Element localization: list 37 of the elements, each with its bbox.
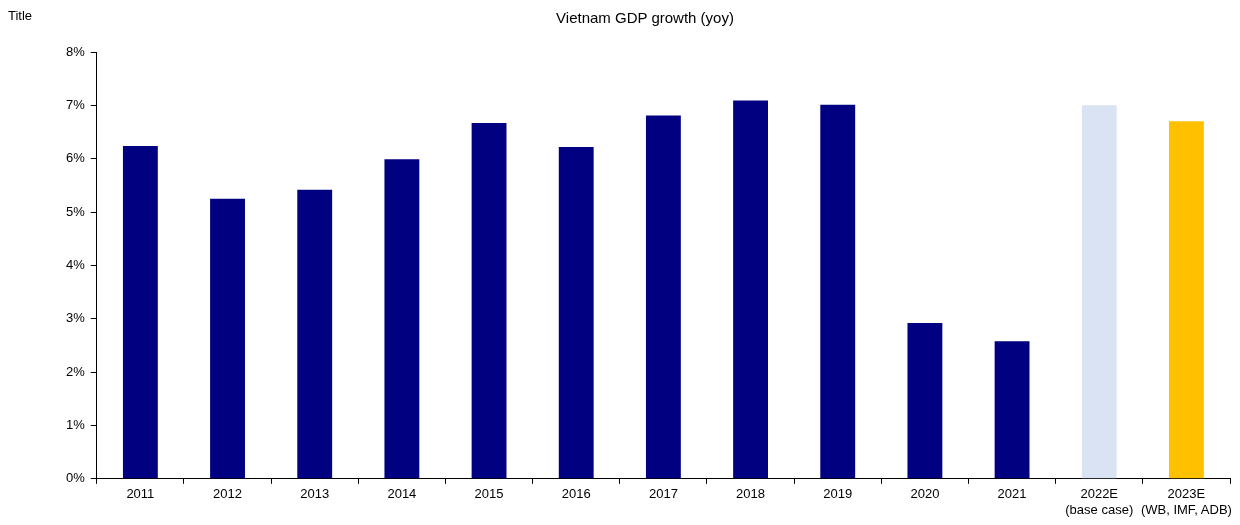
bar — [471, 122, 507, 479]
bar — [558, 146, 594, 479]
x-tick-label: 2020 — [910, 486, 940, 502]
bar — [122, 145, 158, 479]
bar — [297, 189, 333, 479]
bar — [820, 104, 856, 479]
x-tick-label: 2014 — [387, 486, 417, 502]
x-tick-label: 2012 — [213, 486, 243, 502]
x-tick-label: 2016 — [561, 486, 591, 502]
y-tick-label: 8% — [65, 43, 86, 59]
bar — [1081, 105, 1117, 479]
chart-title: Vietnam GDP growth (yoy) — [556, 9, 734, 27]
bar — [733, 100, 768, 479]
y-tick-label: 3% — [65, 310, 86, 326]
x-tick-label: 2015 — [474, 486, 504, 502]
x-tick-label: 2011 — [126, 486, 155, 502]
x-tick-label: 2021 — [997, 486, 1027, 502]
x-tick-label: 2019 — [823, 486, 853, 502]
bar — [1168, 121, 1204, 479]
text: Title — [8, 8, 33, 24]
x-tick-label: 2017 — [648, 486, 678, 502]
bar — [384, 159, 420, 479]
bar — [994, 341, 1030, 479]
y-tick-label: 4% — [65, 256, 86, 272]
bar — [210, 198, 245, 479]
y-tick-label: 2% — [65, 363, 86, 379]
y-tick-label: 0% — [65, 470, 86, 486]
x-tick-label: 2013 — [300, 486, 330, 502]
y-tick-label: 6% — [65, 150, 86, 166]
bar — [645, 115, 681, 479]
y-tick-label: 1% — [65, 417, 86, 433]
y-tick-label: 7% — [65, 96, 86, 112]
y-tick-label: 5% — [65, 203, 86, 219]
x-tick-label: 2018 — [736, 486, 766, 502]
bar — [907, 323, 943, 479]
x-tick-label: 2022E (base case) — [1065, 486, 1134, 517]
x-tick-label: 2023E (WB, IMF, ADB) — [1140, 486, 1232, 517]
